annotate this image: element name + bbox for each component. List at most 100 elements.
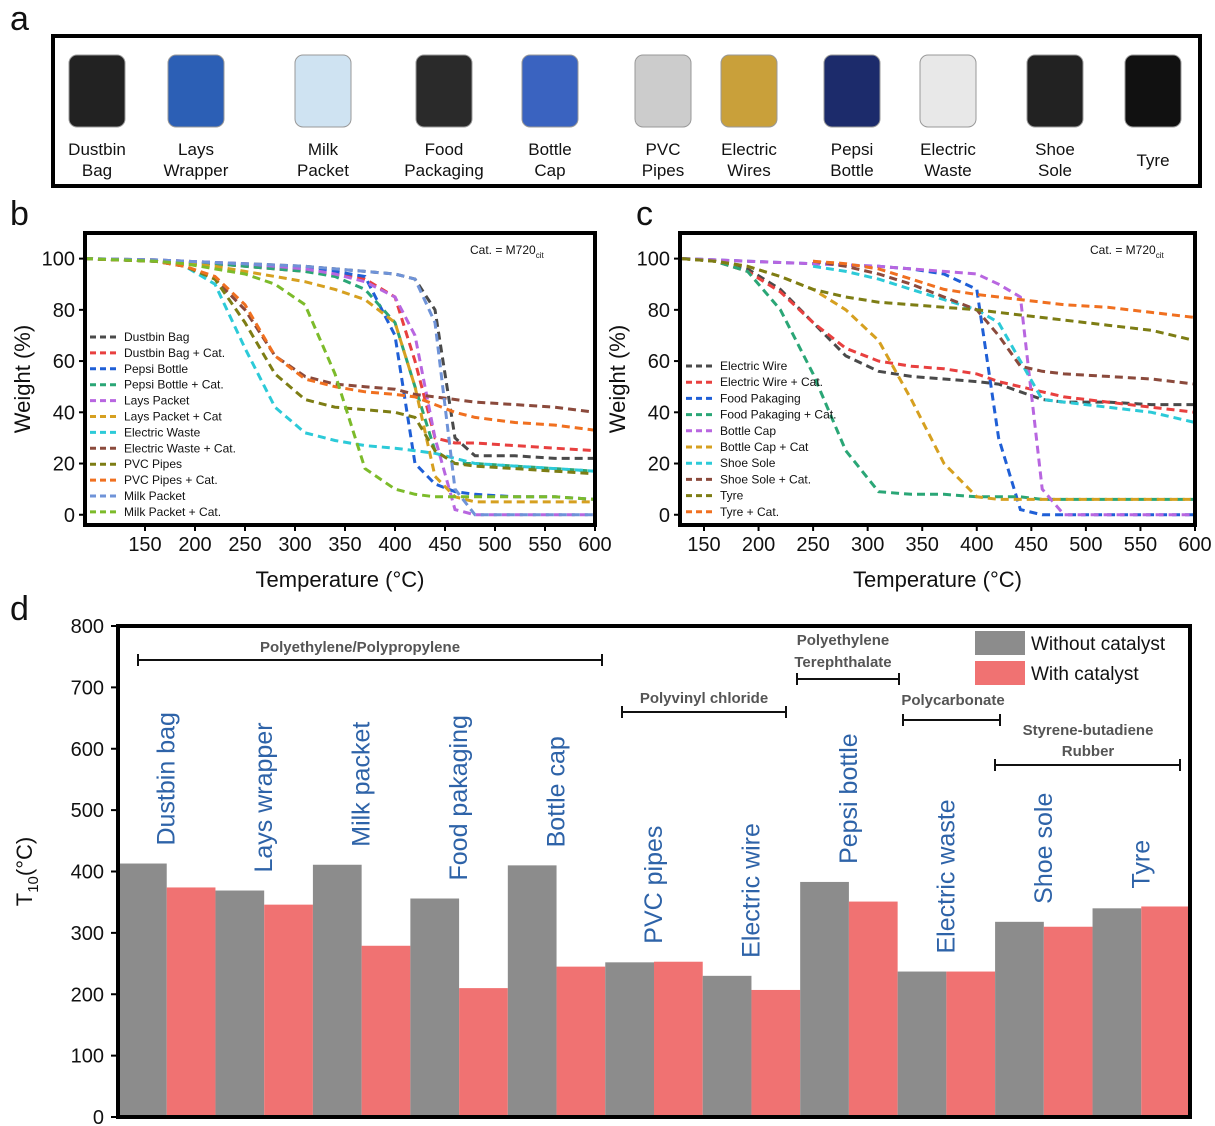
item-image — [168, 55, 224, 127]
x-tick-label: 200 — [178, 534, 211, 556]
legend-label: Electric Wire + Cat. — [720, 375, 823, 389]
item-image — [1027, 55, 1083, 127]
x-tick-label: 550 — [1124, 534, 1157, 556]
x-tick-label: 300 — [278, 534, 311, 556]
x-tick-label: 250 — [228, 534, 261, 556]
x-tick-label: 150 — [128, 534, 161, 556]
x-tick-label: 350 — [906, 534, 939, 556]
item-image — [721, 55, 777, 127]
item-image — [416, 55, 472, 127]
category-label: Shoe sole — [1030, 793, 1058, 904]
group-label: Polyethylene/Polypropylene — [260, 639, 460, 656]
legend-label: Tyre + Cat. — [720, 505, 779, 519]
y-axis-title: T10(°C) — [12, 837, 42, 906]
page: {"panel_a": {"panel_label": "a", "items"… — [0, 0, 1215, 1126]
series-line — [682, 259, 1195, 413]
y-tick-label: 100 — [42, 249, 75, 271]
legend-label: Bottle Cap + Cat — [720, 440, 809, 454]
category-label: Lays wrapper — [250, 722, 278, 872]
item-label: Tyre — [1136, 151, 1169, 170]
item-image — [295, 55, 351, 127]
bar — [1044, 927, 1093, 1117]
legend-label: Without catalyst — [1031, 634, 1166, 655]
legend-label: Tyre — [720, 489, 744, 503]
x-tick-label: 150 — [687, 534, 720, 556]
x-tick-label: 500 — [478, 534, 511, 556]
item-label: Bottle — [830, 161, 873, 180]
annotation-text: Cat. = M720 — [470, 243, 536, 257]
item-image — [824, 55, 880, 127]
legend-label: PVC Pipes — [124, 457, 182, 471]
bar — [703, 976, 752, 1117]
x-tick-label: 450 — [1015, 534, 1048, 556]
item-label: Cap — [534, 161, 565, 180]
item-image — [635, 55, 691, 127]
y-tick-label: 60 — [648, 351, 670, 373]
legend-label: Food Pakaging + Cat. — [720, 408, 836, 422]
group-label: Rubber — [1062, 743, 1115, 760]
y-tick-label: 20 — [53, 454, 75, 476]
legend-label: Lays Packet — [124, 394, 190, 408]
y-tick-label: 100 — [637, 249, 670, 271]
legend-label: Electric Waste — [124, 425, 201, 439]
y-tick-label: 400 — [71, 862, 104, 884]
category-label: Electric waste — [932, 799, 960, 953]
x-tick-label: 400 — [960, 534, 993, 556]
bar — [605, 962, 654, 1117]
y-axis-title: Weight (%) — [10, 325, 35, 433]
legend-label: Electric Waste + Cat. — [124, 441, 236, 455]
bar — [410, 899, 459, 1117]
bar — [313, 865, 362, 1117]
legend-label: Bottle Cap — [720, 424, 776, 438]
category-label: Dustbin bag — [153, 712, 181, 845]
x-tick-label: 500 — [1069, 534, 1102, 556]
bar — [459, 988, 508, 1117]
bar — [362, 946, 411, 1117]
category-label: Food pakaging — [445, 715, 473, 880]
y-tick-label: 40 — [648, 402, 670, 424]
legend-label: Dustbin Bag — [124, 330, 189, 344]
item-label: Lays — [178, 140, 214, 159]
item-label: Wires — [727, 161, 770, 180]
panel-label: b — [10, 195, 29, 233]
item-label: Bottle — [528, 140, 571, 159]
y-tick-label: 80 — [53, 300, 75, 322]
category-label: Pepsi bottle — [835, 733, 863, 864]
item-label: Electric — [920, 140, 976, 159]
legend-label: Shoe Sole + Cat. — [720, 472, 811, 486]
bar — [751, 990, 800, 1117]
item-image — [69, 55, 125, 127]
y-tick-label: 800 — [71, 616, 104, 638]
legend-label: PVC Pipes + Cat. — [124, 473, 218, 487]
bar — [118, 864, 167, 1117]
category-label: Tyre — [1127, 840, 1155, 889]
legend-swatch — [975, 631, 1025, 655]
item-label: Dustbin — [68, 140, 126, 159]
x-tick-label: 550 — [528, 534, 561, 556]
y-axis-title-main: T — [12, 893, 37, 906]
legend-label: Lays Packet + Cat — [124, 410, 222, 424]
item-label: Milk — [308, 140, 339, 159]
legend-label: Shoe Sole — [720, 456, 776, 470]
bar — [800, 882, 849, 1117]
y-tick-label: 500 — [71, 800, 104, 822]
x-axis-title: Temperature (°C) — [853, 567, 1022, 592]
item-label: Packet — [297, 161, 349, 180]
bar — [557, 967, 606, 1117]
item-label: Wrapper — [164, 161, 229, 180]
x-tick-label: 300 — [851, 534, 884, 556]
legend-label: Electric Wire — [720, 359, 788, 373]
x-tick-label: 400 — [378, 534, 411, 556]
item-label: Electric — [721, 140, 777, 159]
x-tick-label: 600 — [578, 534, 611, 556]
panel-label: c — [636, 195, 653, 233]
item-label: Packaging — [404, 161, 483, 180]
y-tick-label: 20 — [648, 454, 670, 476]
legend-label: Milk Packet — [124, 489, 186, 503]
x-axis-title: Temperature (°C) — [256, 567, 425, 592]
legend-label: Food Pakaging — [720, 391, 801, 405]
annotation-text: Cat. = M720 — [1090, 243, 1156, 257]
annotation: Cat. = M720cit — [470, 243, 544, 260]
legend-label: Dustbin Bag + Cat. — [124, 346, 225, 360]
y-tick-label: 0 — [93, 1107, 104, 1126]
